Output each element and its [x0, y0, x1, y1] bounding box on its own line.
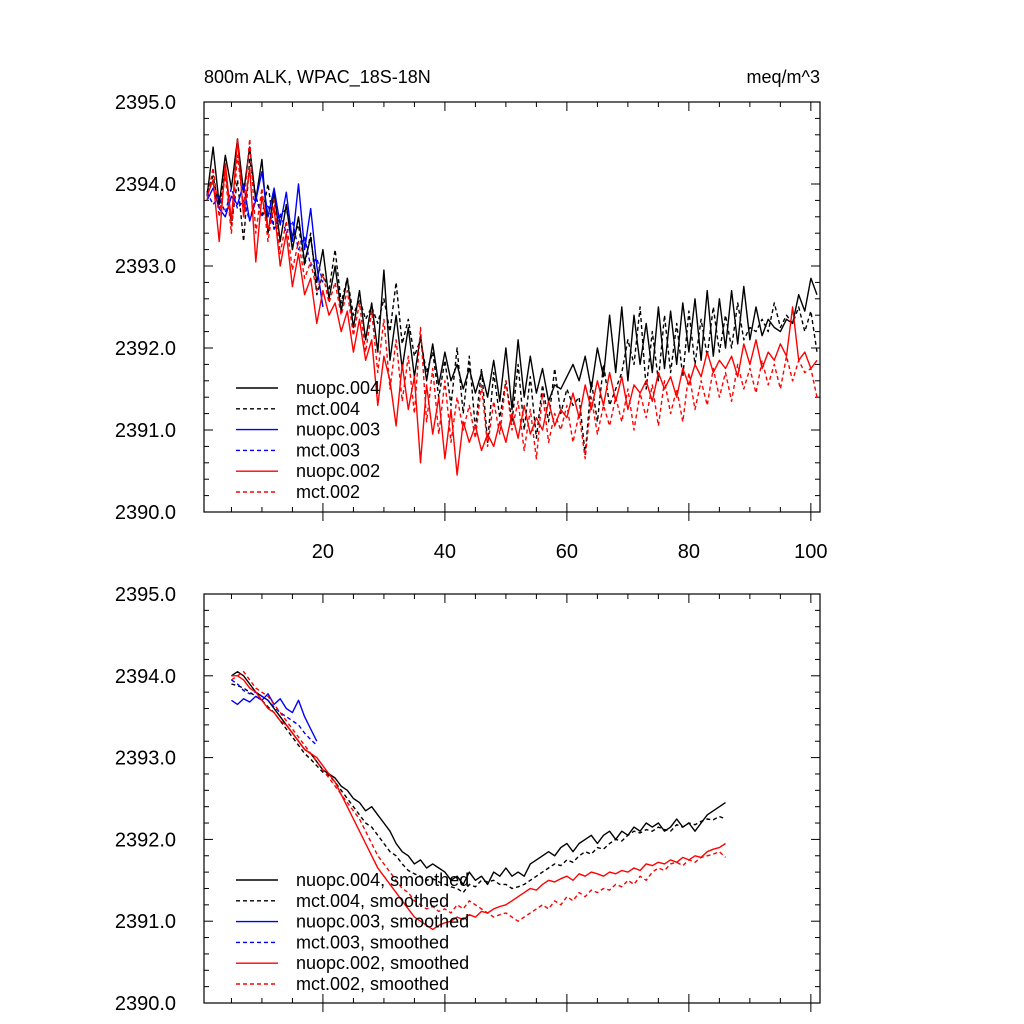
legend-label-nuopc-002: nuopc.002	[296, 461, 380, 481]
legend-label-nuopc-004: nuopc.004	[296, 378, 380, 398]
series-line-mct-002-smoothed	[231, 671, 726, 922]
top-chart: 2390.0 2391.0 2392.0 2393.0 2394.0 2395.0 20 40…	[115, 92, 828, 563]
series-line-nuopc-002-smoothed	[231, 675, 726, 931]
bottom-chart: 2390.0 2391.0 2392.0 2393.0 2394.0 2395.0 nuop…	[115, 584, 821, 1015]
y-tick-label: 2395.0	[115, 584, 176, 606]
series-line-nuopc-003-smoothed	[231, 693, 318, 742]
y-tick-label: 2394.0	[115, 174, 176, 196]
plot-frame	[203, 593, 821, 1004]
series-line-mct-002	[206, 138, 818, 460]
legend-label-mct-003: mct.003	[296, 440, 360, 460]
y-tick-label: 2395.0	[115, 92, 176, 114]
legend-label-mct-002: mct.002	[296, 482, 360, 502]
units-label: meq/m^3	[747, 67, 820, 87]
plot-title: 800m ALK, WPAC_18S-18N	[204, 67, 431, 88]
y-tick-label: 2390.0	[115, 502, 176, 524]
x-tick-label: 60	[556, 541, 578, 563]
series-line-mct-003	[206, 187, 324, 283]
x-tick-label: 40	[434, 541, 456, 563]
legend-label-nuopc-003: nuopc.003	[296, 420, 380, 440]
series-line-nuopc-003	[206, 170, 324, 308]
legend-label-mct-002-smoothed: mct.002, smoothed	[296, 974, 449, 994]
y-tick-label: 2394.0	[115, 666, 176, 688]
series-line-nuopc-004	[206, 138, 818, 411]
series-line-nuopc-002	[206, 138, 818, 476]
y-tick-label: 2391.0	[115, 420, 176, 442]
plot-frame	[203, 101, 821, 513]
y-tick-label: 2390.0	[115, 993, 176, 1015]
legend-label-nuopc-002-smoothed: nuopc.002, smoothed	[296, 953, 469, 973]
legend-label-mct-004-smoothed: mct.004, smoothed	[296, 891, 449, 911]
legend-label-nuopc-003-smoothed: nuopc.003, smoothed	[296, 912, 469, 932]
legend-label-mct-003-smoothed: mct.003, smoothed	[296, 932, 449, 952]
y-tick-label: 2391.0	[115, 911, 176, 933]
x-tick-label: 20	[312, 541, 334, 563]
x-tick-label: 80	[678, 541, 700, 563]
legend-label-mct-004: mct.004	[296, 399, 360, 419]
series-line-mct-004	[206, 158, 818, 456]
y-tick-label: 2392.0	[115, 829, 176, 851]
legend-label-nuopc-004-smoothed: nuopc.004, smoothed	[296, 870, 469, 890]
series-line-mct-004-smoothed	[231, 683, 726, 894]
x-tick-label: 100	[794, 541, 827, 563]
y-tick-label: 2392.0	[115, 338, 176, 360]
y-tick-label: 2393.0	[115, 256, 176, 278]
y-tick-label: 2393.0	[115, 748, 176, 770]
series-line-nuopc-004-smoothed	[231, 671, 726, 886]
